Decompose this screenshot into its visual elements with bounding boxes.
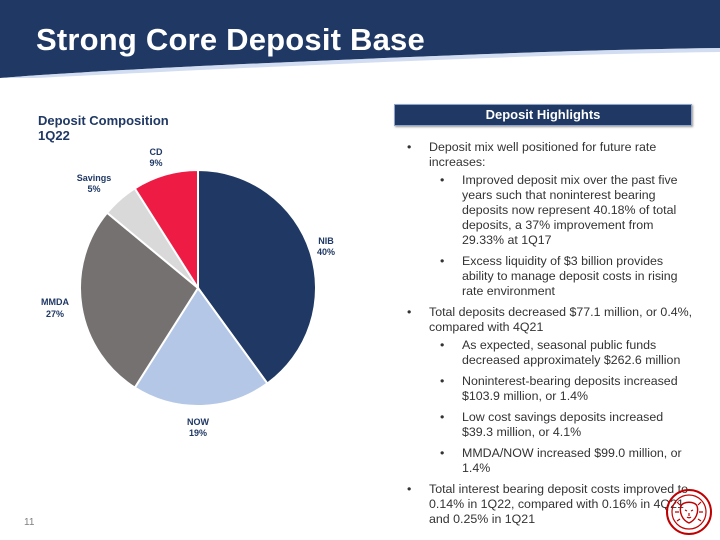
- deposit-composition-pie-chart: NIB 40% NOW 19% MMDA 27% Savings 5% CD 9…: [41, 147, 335, 438]
- slice-label-nib-name: NIB: [318, 236, 334, 246]
- pie-slice-now: [133, 286, 269, 407]
- chart-title: Deposit Composition 1Q22: [38, 113, 169, 143]
- bullet-text: Total interest bearing deposit costs imp…: [429, 482, 688, 526]
- chart-title-line-2: 1Q22: [38, 128, 70, 143]
- bullet-text: Improved deposit mix over the past five …: [462, 173, 678, 247]
- bullet-text: Deposit mix well positioned for future r…: [429, 140, 657, 169]
- bullet-text: Excess liquidity of $3 billion provides …: [462, 254, 678, 298]
- slice-label-now-value: 19%: [189, 428, 207, 438]
- page-number: 11: [24, 517, 35, 528]
- header-banner: Strong Core Deposit Base: [0, 0, 720, 78]
- slice-label-cd-value: 9%: [149, 158, 162, 168]
- pie-slice-cd: [133, 168, 199, 292]
- pie-slice-mmda: [79, 211, 200, 390]
- bullet-text: Low cost savings deposits increased $39.…: [462, 410, 664, 439]
- page-title: Strong Core Deposit Base: [36, 22, 425, 57]
- slice-label-mmda-value: 27%: [46, 309, 64, 319]
- sub-list: As expected, seasonal public funds decre…: [429, 338, 696, 476]
- bullet-text: As expected, seasonal public funds decre…: [462, 338, 681, 367]
- list-item: MMDA/NOW increased $99.0 million, or 1.4…: [425, 446, 696, 476]
- list-item: Total interest bearing deposit costs imp…: [406, 482, 696, 527]
- chart-title-line-1: Deposit Composition: [38, 113, 169, 128]
- bullet-text: Noninterest-bearing deposits increased $…: [462, 374, 678, 403]
- sub-list: Improved deposit mix over the past five …: [429, 173, 696, 299]
- bullet-text: Total deposits decreased $77.1 million, …: [429, 305, 693, 334]
- slice-label-mmda-name: MMDA: [41, 297, 69, 307]
- deposit-highlights-header: Deposit Highlights: [394, 104, 692, 126]
- list-item: As expected, seasonal public funds decre…: [425, 338, 696, 368]
- list-item: Low cost savings deposits increased $39.…: [425, 410, 696, 440]
- list-item: Total deposits decreased $77.1 million, …: [406, 305, 696, 476]
- list-item: Improved deposit mix over the past five …: [425, 173, 696, 248]
- bullet-text: MMDA/NOW increased $99.0 million, or 1.4…: [462, 446, 682, 475]
- list-item: Excess liquidity of $3 billion provides …: [425, 254, 696, 299]
- slice-label-savings-name: Savings: [77, 173, 112, 183]
- pie-slices: [79, 168, 317, 407]
- pie-labels: NIB 40% NOW 19% MMDA 27% Savings 5% CD 9…: [41, 147, 335, 438]
- list-item: Deposit mix well positioned for future r…: [406, 140, 696, 299]
- deposit-highlights-list: Deposit mix well positioned for future r…: [406, 140, 696, 533]
- slice-label-now-name: NOW: [187, 417, 210, 427]
- slice-label-savings-value: 5%: [87, 184, 100, 194]
- lion-logo-icon: [666, 489, 712, 535]
- slice-label-nib-value: 40%: [317, 247, 335, 257]
- pie-slice-nib: [197, 168, 317, 385]
- slice-label-cd-name: CD: [150, 147, 163, 157]
- list-item: Noninterest-bearing deposits increased $…: [425, 374, 696, 404]
